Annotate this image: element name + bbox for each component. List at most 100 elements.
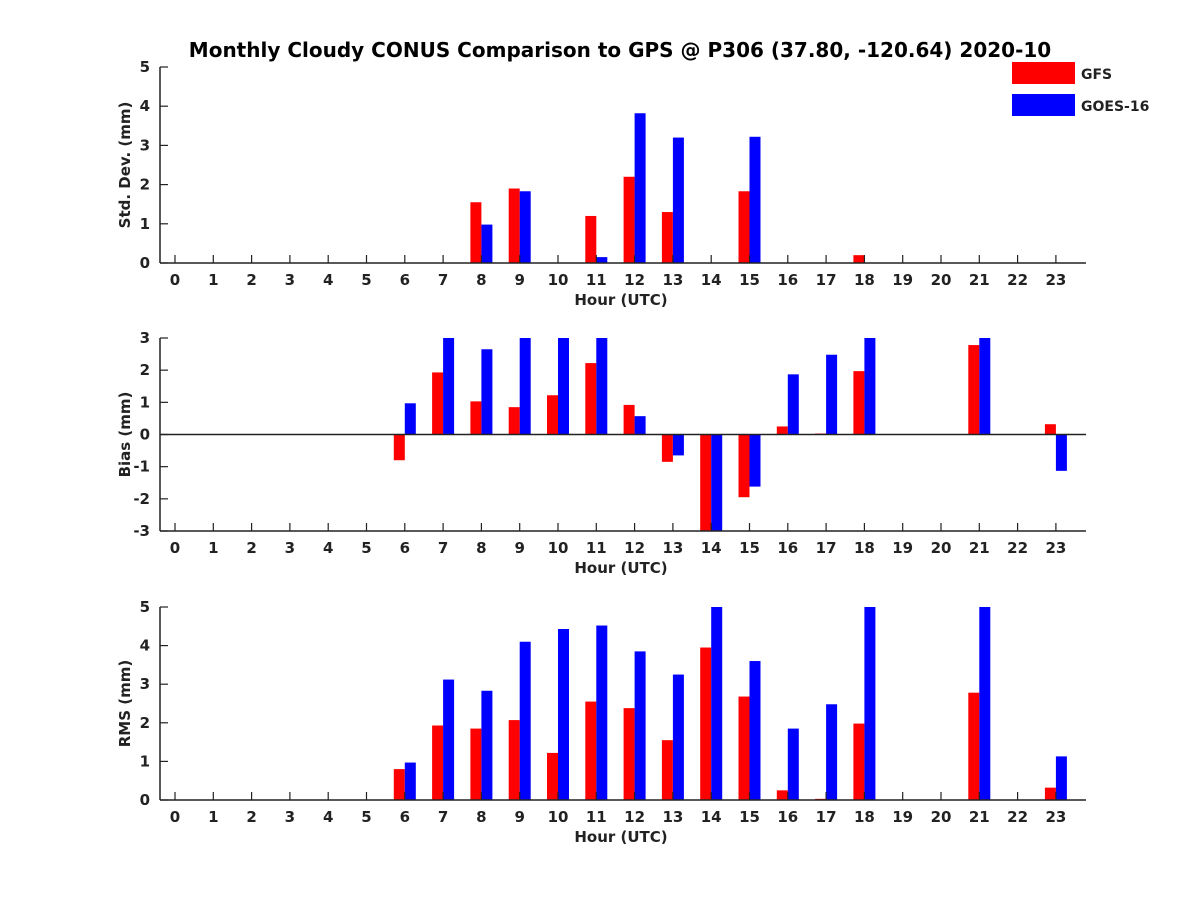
x-tick-label: 9 [514,808,524,826]
x-tick-label: 5 [361,539,371,557]
x-tick-label: 14 [701,539,722,557]
bar-gfs-hour-13 [661,212,673,263]
y-axis-label: RMS (mm) [116,660,134,747]
bar-gfs-hour-23 [1044,424,1056,435]
bar-goes-16-hour-9 [519,641,531,800]
bar-goes-16-hour-11 [596,625,608,800]
x-tick-label: 7 [438,539,448,557]
x-tick-label: 12 [624,539,645,557]
bar-gfs-hour-8 [470,401,482,435]
bar-gfs-hour-18 [853,723,865,800]
bar-gfs-hour-21 [968,692,980,800]
bar-gfs-hour-9 [508,188,520,263]
bar-gfs-hour-11 [585,215,597,263]
y-tick-label: 3 [140,329,150,347]
y-tick-label: 1 [140,752,150,770]
bar-goes-16-hour-13 [672,137,684,263]
y-tick-label: -3 [133,522,150,540]
bar-goes-16-hour-7 [443,679,455,800]
bar-gfs-hour-8 [470,202,482,263]
x-tick-label: 18 [854,539,875,557]
x-tick-label: 7 [438,808,448,826]
x-tick-label: 13 [662,808,683,826]
bar-goes-16-hour-23 [1055,756,1067,800]
bar-goes-16-hour-15 [749,661,761,800]
bar-gfs-hour-7 [432,725,444,800]
bar-goes-16-hour-17 [826,354,838,435]
y-axis-label: Std. Dev. (mm) [116,102,134,229]
y-axis-label: Bias (mm) [116,392,134,478]
bar-gfs-hour-16 [776,790,788,800]
x-tick-label: 21 [969,808,990,826]
bar-goes-16-hour-6 [404,762,416,800]
x-tick-label: 14 [701,808,722,826]
bar-gfs-hour-12 [623,404,635,435]
bar-goes-16-hour-8 [481,349,493,435]
y-tick-label: 4 [140,97,150,115]
x-tick-label: 11 [586,539,607,557]
x-tick-label: 1 [208,808,218,826]
x-tick-label: 12 [624,808,645,826]
y-tick-label: 5 [140,58,150,76]
y-tick-label: 0 [140,791,150,809]
bar-goes-16-hour-7 [443,338,455,435]
x-tick-label: 1 [208,271,218,289]
bar-goes-16-hour-18 [864,338,876,435]
x-tick-label: 20 [931,808,952,826]
y-tick-label: 0 [140,426,150,444]
y-tick-label: 1 [140,215,150,233]
x-tick-label: 8 [476,271,486,289]
x-tick-label: 21 [969,271,990,289]
x-tick-label: 10 [548,271,569,289]
bar-gfs-hour-21 [968,345,980,435]
x-axis-label: Hour (UTC) [574,559,667,577]
x-tick-label: 22 [1007,539,1028,557]
bar-goes-16-hour-21 [979,338,991,435]
bar-goes-16-hour-23 [1055,434,1067,471]
x-tick-label: 8 [476,539,486,557]
x-tick-label: 23 [1045,808,1066,826]
bar-goes-16-hour-12 [634,651,646,800]
x-tick-label: 2 [246,808,256,826]
bar-gfs-hour-15 [738,696,750,800]
bar-gfs-hour-9 [508,720,520,800]
x-tick-label: 9 [514,271,524,289]
y-tick-label: 3 [140,136,150,154]
x-tick-label: 17 [816,539,837,557]
x-tick-label: 4 [323,808,333,826]
bar-goes-16-hour-10 [558,629,569,800]
bar-goes-16-hour-8 [481,224,493,263]
x-tick-label: 5 [361,808,371,826]
bar-gfs-hour-10 [547,395,558,435]
bar-goes-16-hour-17 [826,704,838,800]
x-tick-label: 8 [476,808,486,826]
bar-goes-16-hour-6 [404,403,416,435]
bar-gfs-hour-13 [661,740,673,800]
bar-gfs-hour-16 [776,426,788,435]
bar-goes-16-hour-16 [787,374,799,435]
legend-label: GOES-16 [1081,99,1149,115]
x-tick-label: 7 [438,271,448,289]
x-tick-label: 12 [624,271,645,289]
x-tick-label: 22 [1007,808,1028,826]
x-tick-label: 20 [931,539,952,557]
x-tick-label: 6 [400,808,410,826]
bar-goes-16-hour-14 [711,434,723,531]
x-tick-label: 17 [816,808,837,826]
x-tick-label: 10 [548,808,569,826]
x-tick-label: 20 [931,271,952,289]
x-tick-label: 3 [285,808,295,826]
x-tick-label: 1 [208,539,218,557]
x-tick-label: 23 [1045,271,1066,289]
x-tick-label: 15 [739,271,760,289]
x-tick-label: 23 [1045,539,1066,557]
x-tick-label: 14 [701,271,722,289]
bar-gfs-hour-18 [853,371,865,435]
bar-goes-16-hour-16 [787,728,799,800]
x-tick-label: 2 [246,271,256,289]
x-tick-label: 19 [892,271,913,289]
x-tick-label: 15 [739,539,760,557]
x-tick-label: 4 [323,539,333,557]
